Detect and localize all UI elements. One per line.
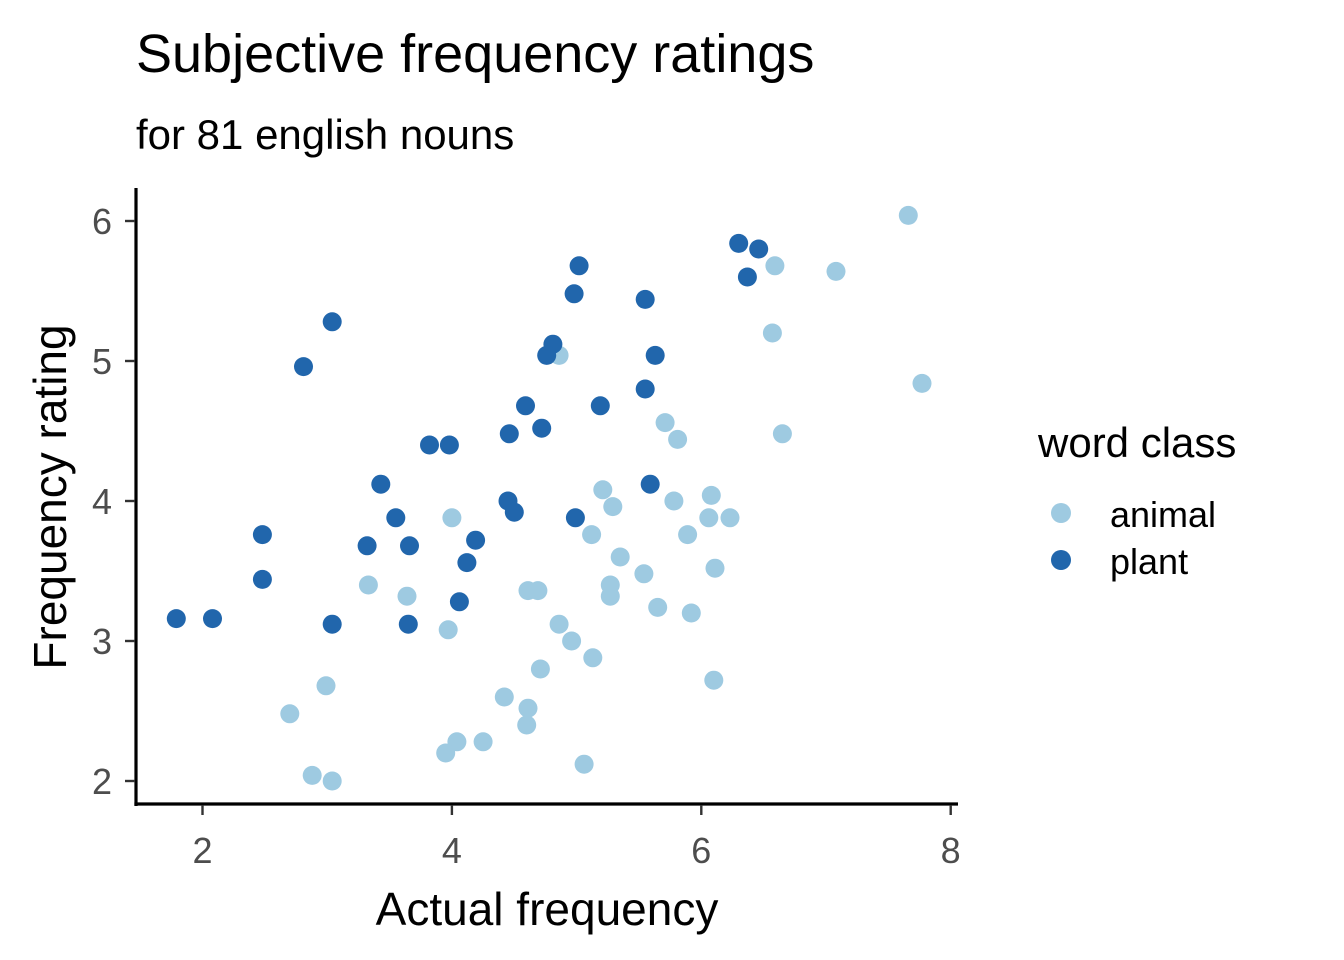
point-animal-8	[668, 429, 688, 449]
point-animal-20	[634, 564, 654, 584]
point-plant-25	[466, 530, 486, 550]
point-plant-9	[645, 345, 665, 365]
point-animal-1	[765, 256, 785, 276]
point-plant-31	[166, 609, 186, 629]
y-tick-label: 5	[92, 341, 112, 382]
point-animal-32	[583, 648, 603, 668]
point-plant-16	[420, 435, 439, 455]
point-animal-33	[530, 659, 550, 679]
point-plant-12	[516, 396, 535, 416]
point-animal-36	[494, 687, 514, 707]
x-tick-label: 8	[941, 830, 961, 871]
point-plant-8	[537, 345, 557, 365]
point-animal-38	[280, 704, 300, 724]
point-plant-4	[564, 284, 584, 304]
point-animal-26	[600, 586, 620, 606]
point-animal-0	[898, 205, 918, 225]
legend-title: word class	[1037, 419, 1236, 466]
y-tick-label: 4	[92, 481, 112, 522]
y-tick-label: 6	[92, 201, 112, 242]
point-animal-2	[826, 261, 846, 281]
chart-title: Subjective frequency ratings	[136, 24, 814, 84]
point-plant-29	[252, 569, 272, 589]
x-axis-title: Actual frequency	[376, 883, 719, 935]
point-plant-23	[565, 508, 585, 528]
point-animal-43	[574, 754, 594, 774]
x-tick-label: 4	[442, 830, 462, 871]
legend: word class animal plant	[1037, 419, 1236, 582]
point-animal-13	[442, 508, 462, 528]
point-animal-16	[582, 525, 602, 545]
point-plant-24	[252, 525, 272, 545]
point-animal-41	[473, 732, 493, 752]
point-plant-2	[569, 256, 589, 276]
point-plant-30	[449, 592, 469, 612]
point-animal-3	[762, 323, 782, 343]
point-plant-33	[322, 614, 342, 634]
point-plant-15	[499, 424, 519, 444]
point-plant-14	[532, 418, 552, 438]
point-animal-22	[358, 575, 378, 595]
point-animal-18	[610, 547, 630, 567]
legend-label-plant: plant	[1110, 541, 1188, 582]
y-axis-title: Frequency rating	[24, 324, 76, 669]
point-animal-35	[316, 676, 336, 696]
point-plant-21	[504, 502, 524, 522]
point-plant-18	[371, 474, 391, 494]
point-animal-29	[549, 614, 569, 634]
point-animal-30	[438, 620, 458, 640]
point-animal-34	[704, 670, 724, 690]
point-plant-32	[203, 609, 222, 629]
point-plant-26	[357, 536, 377, 556]
point-plant-22	[386, 508, 406, 528]
x-axis-ticks: 2 4 6 8	[192, 805, 961, 871]
x-tick-label: 2	[192, 830, 212, 871]
point-animal-19	[705, 558, 725, 578]
point-plant-17	[439, 435, 459, 455]
point-plant-1	[749, 239, 769, 259]
point-plant-34	[398, 614, 418, 634]
point-animal-25	[397, 586, 417, 606]
point-animal-17	[678, 525, 698, 545]
point-plant-10	[294, 357, 313, 377]
legend-swatch-plant	[1051, 550, 1071, 570]
point-animal-44	[302, 765, 322, 785]
point-animal-10	[701, 485, 721, 505]
points-layer	[166, 205, 932, 791]
chart-subtitle: for 81 english nouns	[136, 111, 514, 158]
point-animal-39	[517, 715, 537, 735]
y-tick-label: 3	[92, 621, 112, 662]
point-plant-11	[635, 379, 655, 399]
point-animal-24	[528, 581, 548, 601]
legend-swatch-animal	[1051, 503, 1071, 523]
point-animal-27	[648, 597, 668, 617]
point-plant-28	[457, 553, 477, 573]
point-animal-37	[518, 698, 538, 718]
point-animal-31	[562, 631, 582, 651]
point-animal-6	[655, 413, 675, 433]
point-plant-6	[322, 312, 342, 332]
point-animal-14	[699, 508, 719, 528]
point-animal-15	[720, 508, 740, 528]
point-animal-42	[436, 743, 456, 763]
point-plant-5	[635, 289, 655, 309]
legend-label-animal: animal	[1110, 494, 1216, 535]
point-animal-11	[664, 491, 684, 511]
point-animal-9	[593, 480, 613, 500]
point-animal-45	[322, 771, 342, 791]
point-animal-12	[603, 497, 623, 517]
x-tick-label: 6	[691, 830, 711, 871]
point-plant-27	[400, 536, 419, 556]
y-tick-label: 2	[92, 761, 112, 802]
point-plant-19	[640, 474, 660, 494]
point-animal-7	[772, 424, 792, 444]
y-axis-ticks: 2 3 4 5 6	[92, 201, 135, 802]
point-plant-3	[737, 267, 757, 287]
point-animal-5	[912, 373, 932, 393]
point-plant-13	[590, 396, 610, 416]
point-plant-0	[729, 233, 749, 253]
point-animal-28	[681, 603, 701, 623]
